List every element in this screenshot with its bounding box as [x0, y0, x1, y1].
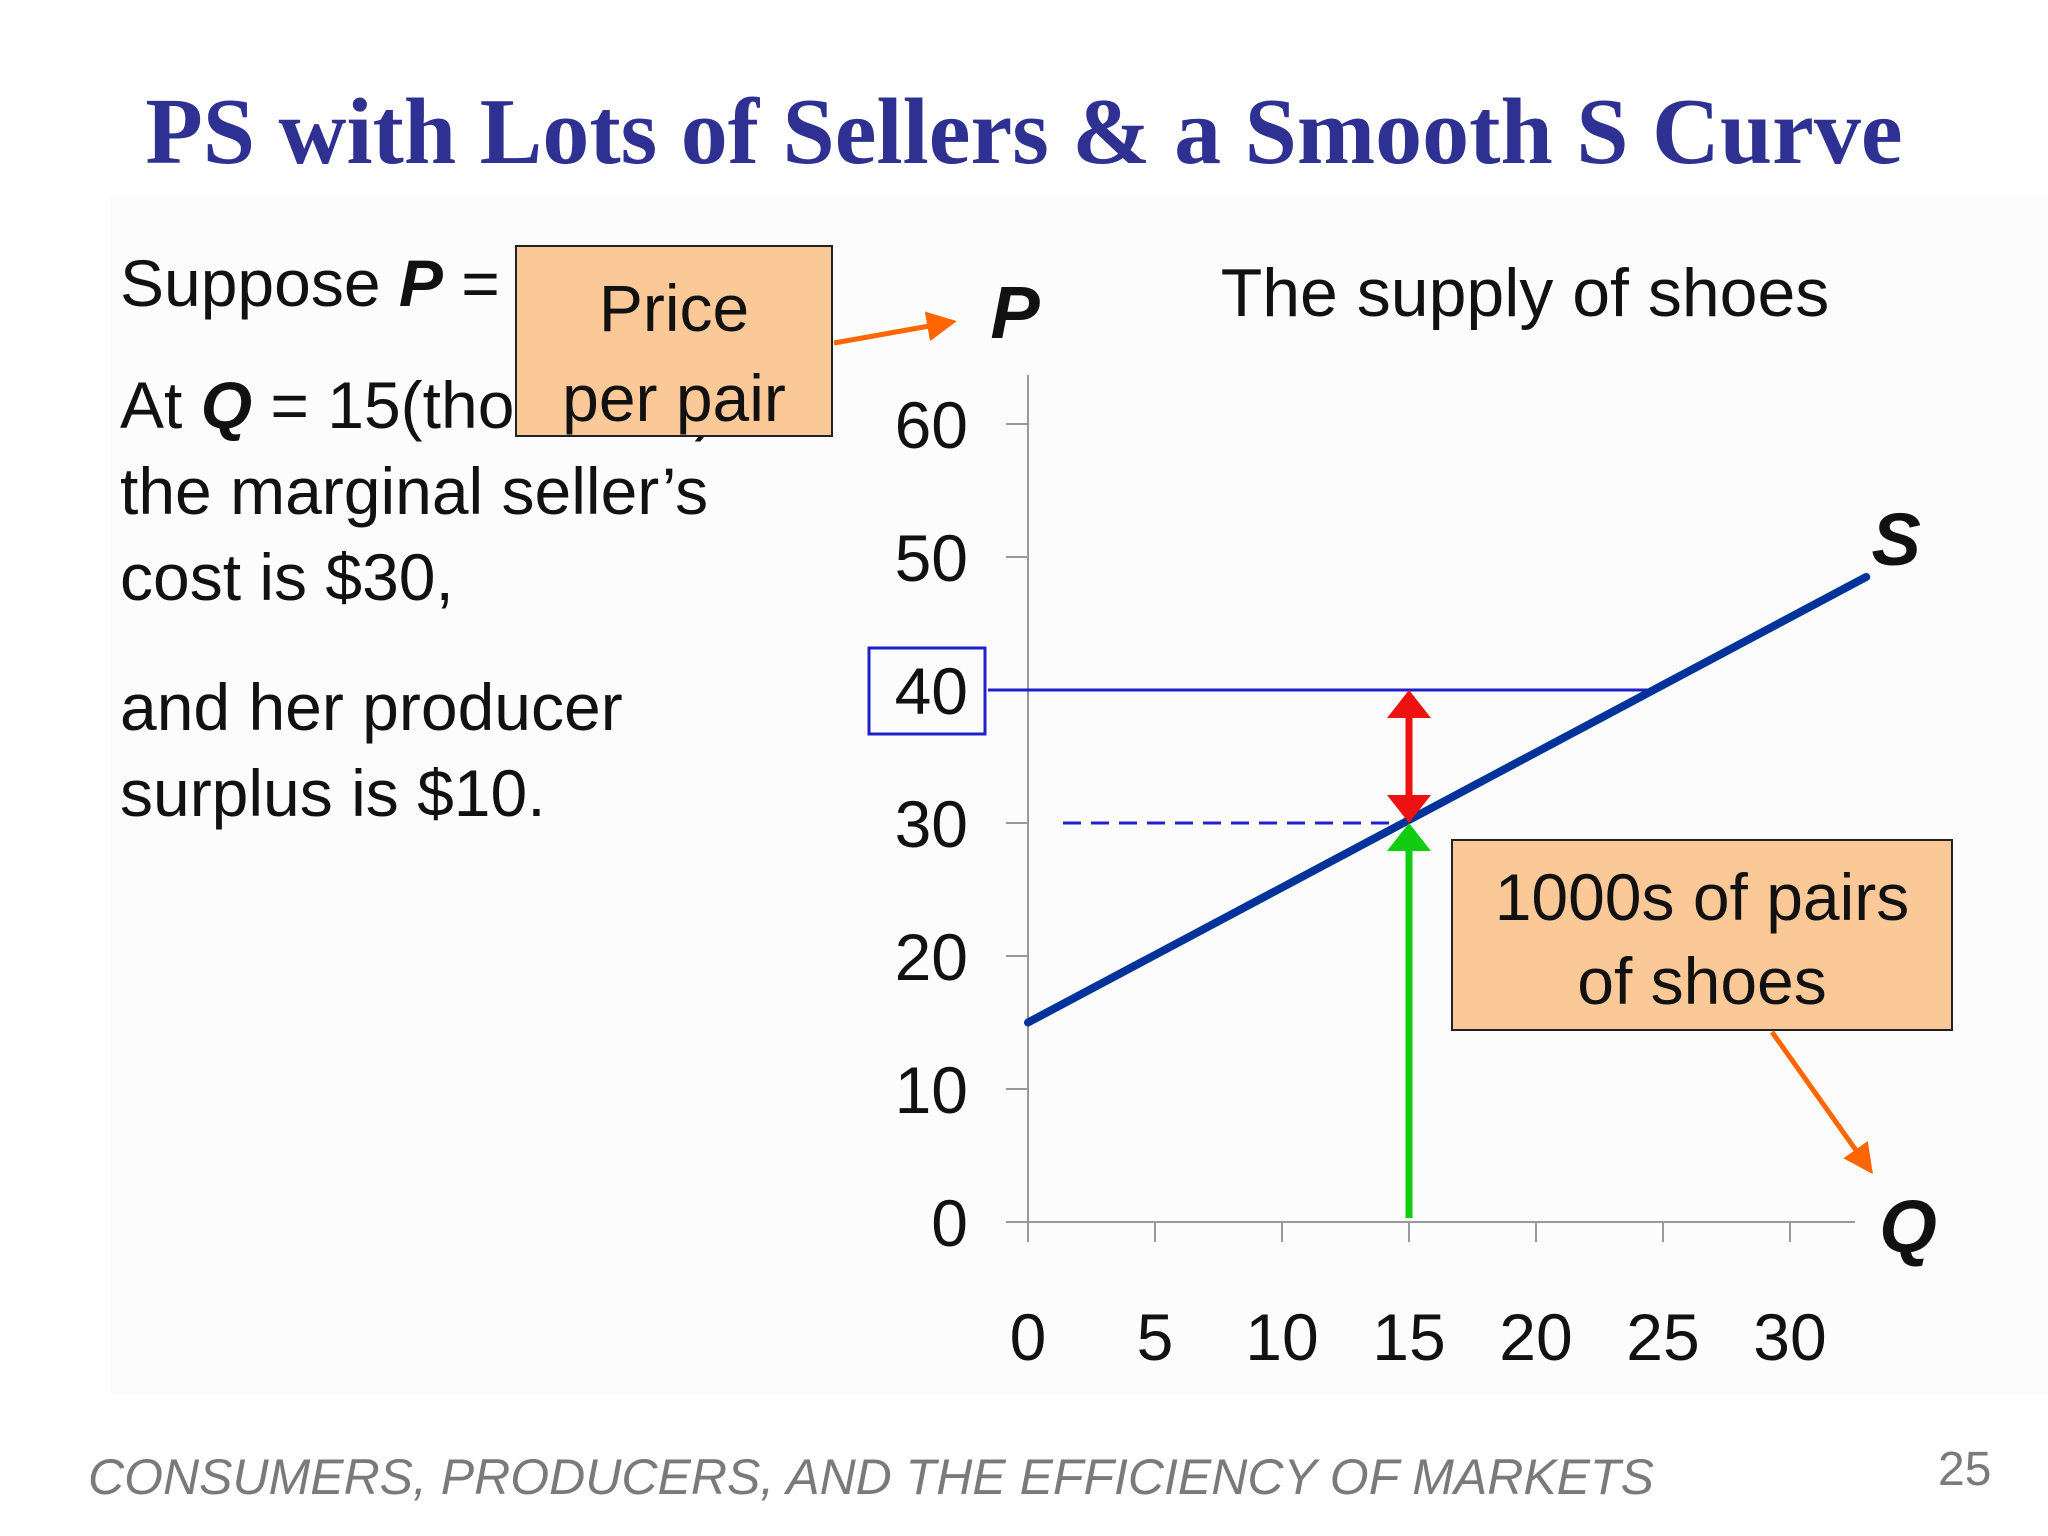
y-tick-label: 20 — [895, 920, 968, 994]
chart-title: The supply of shoes — [1221, 255, 1830, 331]
slide-background — [110, 195, 2048, 1395]
x-tick-label: 30 — [1753, 1300, 1826, 1374]
y-tick-label: 60 — [895, 388, 968, 462]
x-tick-label: 20 — [1499, 1300, 1572, 1374]
price-callout-line-2: per pair — [562, 361, 786, 435]
price-callout-arrow — [833, 311, 957, 346]
supply-curve — [1024, 572, 1871, 1027]
y-axis-label: P — [990, 271, 1040, 354]
y-tick-label: 0 — [931, 1186, 968, 1260]
x-ticks: 0 5 10 15 20 25 30 — [1010, 1222, 1827, 1374]
price-tick-highlight — [867, 646, 987, 736]
page-number: 25 — [1938, 1443, 1992, 1496]
quantity-callout-arrow — [1769, 1030, 1873, 1175]
paragraph-quantity-prefix: At — [120, 368, 201, 442]
paragraph-surplus: and her producer surplus is $10. — [120, 664, 623, 836]
x-tick-label: 25 — [1626, 1300, 1699, 1374]
x-tick-label: 15 — [1372, 1300, 1445, 1374]
slide-title: PS with Lots of Sellers & a Smooth S Cur… — [145, 80, 1903, 184]
paragraph-surplus-line-1: and her producer — [120, 670, 623, 744]
quantity-variable: Q — [200, 368, 253, 442]
quantity-callout-line-2: of shoes — [1577, 944, 1827, 1018]
y-tick-label: 50 — [895, 521, 968, 595]
price-variable: P — [398, 246, 443, 320]
footer-text: CONSUMERS, PRODUCERS, AND THE EFFICIENCY… — [88, 1449, 1654, 1505]
red-arrow-head-top — [1387, 690, 1431, 718]
quantity-callout-line-1: 1000s of pairs — [1495, 860, 1910, 934]
quantity-callout — [1451, 839, 1953, 1031]
green-arrow-head — [1387, 823, 1431, 851]
price-callout: Price per pair — [515, 245, 833, 437]
y-tick-label: 10 — [895, 1053, 968, 1127]
x-tick-label: 10 — [1245, 1300, 1318, 1374]
y-ticks: 0 10 20 30 40 50 60 — [895, 388, 1028, 1260]
supply-curve-label: S — [1872, 498, 1921, 581]
paragraph-price-prefix: Suppose — [120, 246, 399, 320]
y-tick-label: 40 — [895, 654, 968, 728]
price-callout-line-1: Price — [598, 271, 750, 345]
x-tick-label: 0 — [1010, 1300, 1047, 1374]
x-tick-label: 5 — [1137, 1300, 1174, 1374]
paragraph-quantity-line-3: cost is $30, — [120, 540, 454, 614]
x-axis-label: Q — [1879, 1185, 1937, 1268]
paragraph-surplus-line-2: surplus is $10. — [120, 756, 546, 830]
red-arrow-head-bottom — [1387, 795, 1431, 823]
paragraph-quantity-line-2: the marginal seller’s — [120, 454, 709, 528]
y-tick-label: 30 — [895, 787, 968, 861]
